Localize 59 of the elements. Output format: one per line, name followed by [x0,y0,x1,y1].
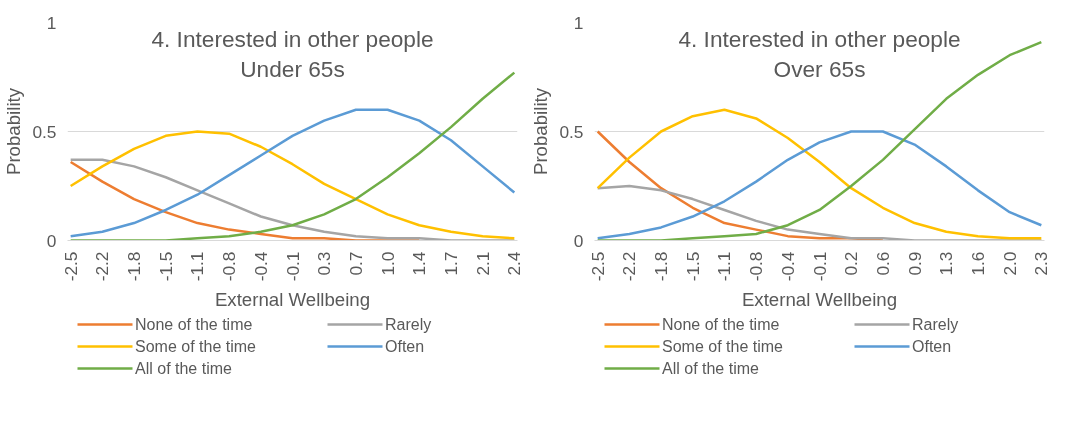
x-tick-label: 1.3 [936,251,957,276]
line-series [596,130,1043,240]
x-tick-label: 0.6 [872,251,893,276]
x-tick-label: -0.1 [809,251,830,282]
line-series [69,158,516,241]
x-tick-label: 2.4 [504,251,525,276]
chart-title: 4. Interested in other people [678,25,961,52]
x-tick-label: 1.0 [377,251,398,276]
x-tick-label: 0.2 [841,251,862,276]
legend-label: None of the time [662,316,780,333]
x-tick-label: -0.8 [746,251,767,282]
x-tick-label: 1.7 [440,251,461,276]
x-tick-label: -1.1 [187,251,208,282]
text: Under 65s [240,55,345,82]
legend-label: All of the time [662,360,760,377]
legend-label: Rarely [912,316,959,333]
x-tick-label: -1.5 [155,251,176,282]
x-tick-label: -2.2 [92,251,113,282]
y-tick-label: 0 [573,230,584,251]
line-series [596,108,1043,240]
y-axis-title: Probability [3,87,25,176]
x-axis-title: External Wellbeing [741,289,898,311]
y-tick-label: 0 [46,230,57,251]
x-tick-label: 1.4 [409,251,430,276]
x-axis-title: External Wellbeing [214,289,371,311]
y-axis-title: Probability [530,87,552,176]
x-tick-label: -2.5 [587,251,608,282]
y-tick-label: 1 [46,12,57,33]
x-tick-label: -0.4 [777,251,798,282]
x-tick-label: -2.2 [619,251,640,282]
line-series [69,130,516,240]
x-tick-label: -0.1 [282,251,303,282]
x-tick-label: -1.8 [124,251,145,282]
legend-label: All of the time [135,360,233,377]
legend-label: Rarely [385,316,432,333]
text: Over 65s [773,55,866,82]
x-tick-label: -0.4 [250,251,271,282]
chart-title: 4. Interested in other people [151,25,434,52]
x-tick-label: 0.7 [345,251,366,276]
x-tick-label: -1.1 [714,251,735,282]
legend-label: Some of the time [662,338,784,355]
x-tick-label: -1.8 [651,251,672,282]
x-tick-label: 2.1 [472,251,493,276]
y-tick-label: 0.5 [32,121,57,142]
x-tick-label: -2.5 [60,251,81,282]
x-tick-label: 0.3 [314,251,335,276]
x-tick-label: -0.8 [219,251,240,282]
line-series [69,108,516,238]
legend-label: Some of the time [135,338,257,355]
y-tick-label: 0.5 [559,121,584,142]
x-tick-label: 2.3 [1031,251,1052,276]
y-tick-label: 1 [573,12,584,33]
x-tick-label: 1.6 [967,251,988,276]
x-tick-label: -1.5 [682,251,703,282]
legend-label: Often [912,338,952,355]
x-tick-label: 0.9 [904,251,925,276]
x-tick-label: 2.0 [999,251,1020,276]
legend-label: None of the time [135,316,253,333]
legend-label: Often [385,338,425,355]
